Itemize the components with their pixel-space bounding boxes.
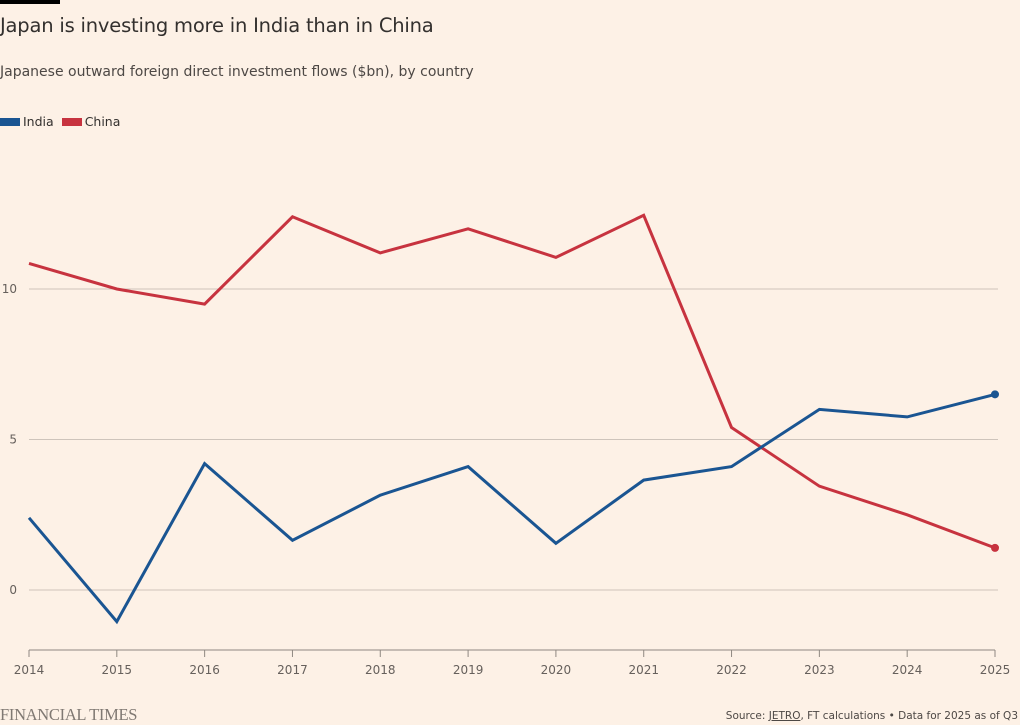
chart-title: Japan is investing more in India than in… (0, 14, 434, 37)
x-axis: 2014 2015 2016 2017 2018 2019 2020 2021 2022 2023… (14, 649, 1011, 677)
x-tick-label: 2024 (892, 663, 923, 677)
x-tick-label: 2017 (277, 663, 308, 677)
y-axis: 0 5 10 (2, 282, 17, 597)
x-tick-label: 2018 (365, 663, 396, 677)
x-tick-label: 2015 (102, 663, 133, 677)
source-suffix: , FT calculations • Data for 2025 as of … (800, 710, 1018, 722)
x-tick-label: 2020 (541, 663, 572, 677)
ft-logo: FINANCIAL TIMES (0, 705, 138, 724)
x-tick-label: 2021 (628, 663, 659, 677)
legend-item-india: India (0, 114, 54, 129)
brand-bar (0, 0, 60, 4)
source-prefix: Source: (725, 710, 769, 722)
y-tick-label: 5 (9, 433, 17, 447)
y-tick-label: 10 (2, 282, 17, 296)
x-tick-label: 2023 (804, 663, 835, 677)
x-tick-label: 2022 (716, 663, 747, 677)
x-tick-label: 2025 (980, 663, 1011, 677)
legend-swatch-china (61, 117, 82, 126)
series-lines (27, 213, 999, 625)
legend-label-india: India (23, 114, 54, 129)
source-link-jetro[interactable]: JETRO (768, 710, 801, 722)
legend-label-china: China (84, 114, 121, 129)
series-line-india (27, 392, 996, 625)
legend: India China (0, 114, 128, 129)
y-tick-label: 0 (9, 583, 17, 597)
source-note: Source: JETRO, FT calculations • Data fo… (726, 710, 1018, 722)
x-tick-label: 2019 (453, 663, 484, 677)
end-marker-china (991, 543, 999, 552)
legend-swatch-india (0, 117, 20, 126)
x-tick-label: 2014 (14, 663, 45, 677)
chart-subtitle: Japanese outward foreign direct investme… (0, 64, 474, 80)
gridlines (29, 288, 998, 591)
x-tick-label: 2016 (189, 663, 220, 677)
legend-item-china: China (61, 114, 121, 129)
end-marker-india (991, 390, 999, 399)
series-line-china (28, 213, 996, 550)
